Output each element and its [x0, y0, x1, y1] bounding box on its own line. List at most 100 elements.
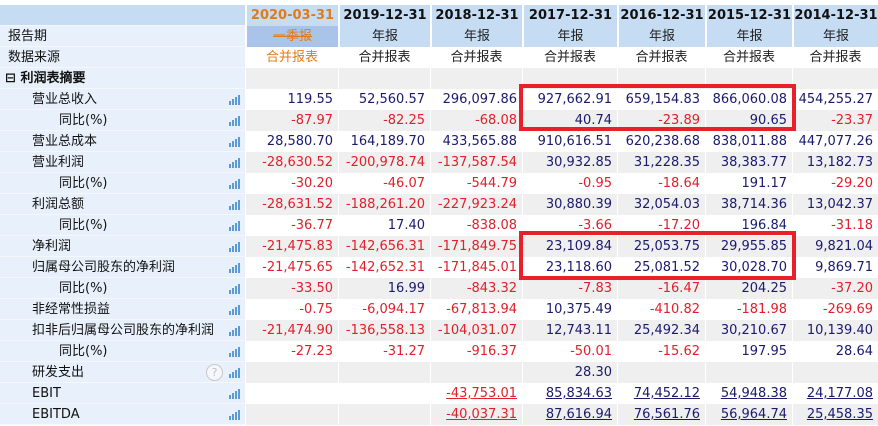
table-row: 营业总收入 119.55 52,560.57 296,097.86 927,662.91…: [0, 89, 878, 110]
value-cell: -30.20: [245, 173, 338, 194]
value-cell: 204.25: [705, 278, 792, 299]
value-cell: -28,630.52: [245, 152, 338, 173]
help-icon[interactable]: ?: [206, 364, 223, 381]
bar-chart-icon[interactable]: [229, 116, 240, 126]
value-cell: -0.95: [522, 173, 617, 194]
column-header-date[interactable]: 2020-03-31: [245, 5, 338, 26]
source-row: 数据来源 合并报表 合并报表 合并报表 合并报表 合并报表 合并报表 合并报表: [0, 47, 878, 68]
column-header-date[interactable]: 2018-12-31: [430, 5, 522, 26]
value-cell: -33.50: [245, 278, 338, 299]
table-row: 研发支出? 28.30: [0, 362, 878, 383]
value-cell: 28.30: [522, 362, 617, 383]
value-cell: -171,849.75: [430, 236, 522, 257]
value-cell[interactable]: 74,452.12: [617, 383, 705, 404]
value-cell: -6,094.17: [338, 299, 430, 320]
value-cell: 30,932.85: [522, 152, 617, 173]
bar-chart-icon[interactable]: [229, 410, 240, 420]
bar-chart-icon[interactable]: [229, 368, 240, 378]
value-cell: -136,558.13: [338, 320, 430, 341]
bar-chart-icon[interactable]: [229, 284, 240, 294]
value-cell: -200,978.74: [338, 152, 430, 173]
column-header-date[interactable]: 2014-12-31: [792, 5, 878, 26]
value-cell: -23.89: [617, 110, 705, 131]
value-cell: -87.97: [245, 110, 338, 131]
source-cell: 合并报表: [522, 47, 617, 68]
value-cell[interactable]: 85,834.63: [522, 383, 617, 404]
bar-chart-icon[interactable]: [229, 158, 240, 168]
value-cell: 23,118.60: [522, 257, 617, 278]
bar-chart-icon[interactable]: [229, 263, 240, 273]
table-row: 扣非后归属母公司股东的净利润 -21,474.90 -136,558.13 -104,…: [0, 320, 878, 341]
row-label: 利润总额: [0, 194, 245, 215]
column-header-date[interactable]: 2017-12-31: [522, 5, 617, 26]
bar-chart-icon[interactable]: [229, 389, 240, 399]
value-cell: -31.18: [792, 215, 878, 236]
value-cell: -29.20: [792, 173, 878, 194]
section-header-row[interactable]: ⊟ 利润表摘要: [0, 68, 878, 89]
column-header-date[interactable]: 2015-12-31: [705, 5, 792, 26]
table-row: 净利润 -21,475.83 -142,656.31 -171,849.75 23,10…: [0, 236, 878, 257]
value-cell: -46.07: [338, 173, 430, 194]
bar-chart-icon[interactable]: [229, 221, 240, 231]
value-cell[interactable]: 25,458.35: [792, 404, 878, 425]
value-cell: [705, 362, 792, 383]
table-row: 利润总额 -28,631.52 -188,261.20 -227,923.24 30,8…: [0, 194, 878, 215]
bar-chart-icon[interactable]: [229, 137, 240, 147]
bar-chart-icon[interactable]: [229, 326, 240, 336]
column-header-date[interactable]: 2016-12-31: [617, 5, 705, 26]
value-cell: 191.17: [705, 173, 792, 194]
value-cell: 447,077.26: [792, 131, 878, 152]
date-header-row: 2020-03-31 2019-12-31 2018-12-31 2017-12…: [0, 5, 878, 26]
value-cell: 38,714.36: [705, 194, 792, 215]
value-cell: -188,261.20: [338, 194, 430, 215]
value-cell: -142,652.31: [338, 257, 430, 278]
row-label: EBIT: [0, 383, 245, 404]
income-statement-table: 2020-03-31 2019-12-31 2018-12-31 2017-12…: [0, 5, 878, 425]
row-label: EBITDA: [0, 404, 245, 425]
period-cell: 一季报: [245, 26, 338, 47]
bar-chart-icon[interactable]: [229, 200, 240, 210]
value-cell: 30,210.67: [705, 320, 792, 341]
row-label: 归属母公司股东的净利润: [0, 257, 245, 278]
value-cell: [792, 362, 878, 383]
bar-chart-icon[interactable]: [229, 305, 240, 315]
value-cell: -50.01: [522, 341, 617, 362]
period-label: 报告期: [0, 26, 245, 47]
data-rows: 营业总收入 119.55 52,560.57 296,097.86 927,662.91…: [0, 89, 878, 425]
source-cell: 合并报表: [705, 47, 792, 68]
value-cell[interactable]: 24,177.08: [792, 383, 878, 404]
row-label: 净利润: [0, 236, 245, 257]
column-header-date[interactable]: 2019-12-31: [338, 5, 430, 26]
value-cell: -37.20: [792, 278, 878, 299]
value-cell: 119.55: [245, 89, 338, 110]
table-row: 非经常性损益 -0.75 -6,094.17 -67,813.94 10,375.49-…: [0, 299, 878, 320]
period-cell: 年报: [705, 26, 792, 47]
value-cell[interactable]: -40,037.31: [430, 404, 522, 425]
bar-chart-icon[interactable]: [229, 95, 240, 105]
period-cell: 年报: [617, 26, 705, 47]
value-cell: 13,182.73: [792, 152, 878, 173]
value-cell: 31,228.35: [617, 152, 705, 173]
row-label: 营业总成本: [0, 131, 245, 152]
value-cell: [430, 362, 522, 383]
value-cell: 28.64: [792, 341, 878, 362]
value-cell: -28,631.52: [245, 194, 338, 215]
value-cell[interactable]: 76,561.76: [617, 404, 705, 425]
value-cell: 9,821.04: [792, 236, 878, 257]
value-cell: -137,587.54: [430, 152, 522, 173]
bar-chart-icon[interactable]: [229, 242, 240, 252]
value-cell[interactable]: -43,753.01: [430, 383, 522, 404]
collapse-icon[interactable]: ⊟: [5, 71, 16, 86]
table-row: 同比(%) -27.23 -31.27 -916.37 -50.01 -15.62 197.…: [0, 341, 878, 362]
value-cell: -171,845.01: [430, 257, 522, 278]
value-cell[interactable]: 54,948.38: [705, 383, 792, 404]
value-cell: [338, 383, 430, 404]
period-row: 报告期 一季报 年报 年报 年报 年报 年报 年报: [0, 26, 878, 47]
section-title[interactable]: ⊟ 利润表摘要: [0, 68, 245, 89]
bar-chart-icon[interactable]: [229, 179, 240, 189]
value-cell[interactable]: 87,616.94: [522, 404, 617, 425]
bar-chart-icon[interactable]: [229, 347, 240, 357]
value-cell: -269.69: [792, 299, 878, 320]
table-row: EBIT -43,753.01 85,834.63 74,452.12 54,948.3…: [0, 383, 878, 404]
value-cell[interactable]: 56,964.74: [705, 404, 792, 425]
